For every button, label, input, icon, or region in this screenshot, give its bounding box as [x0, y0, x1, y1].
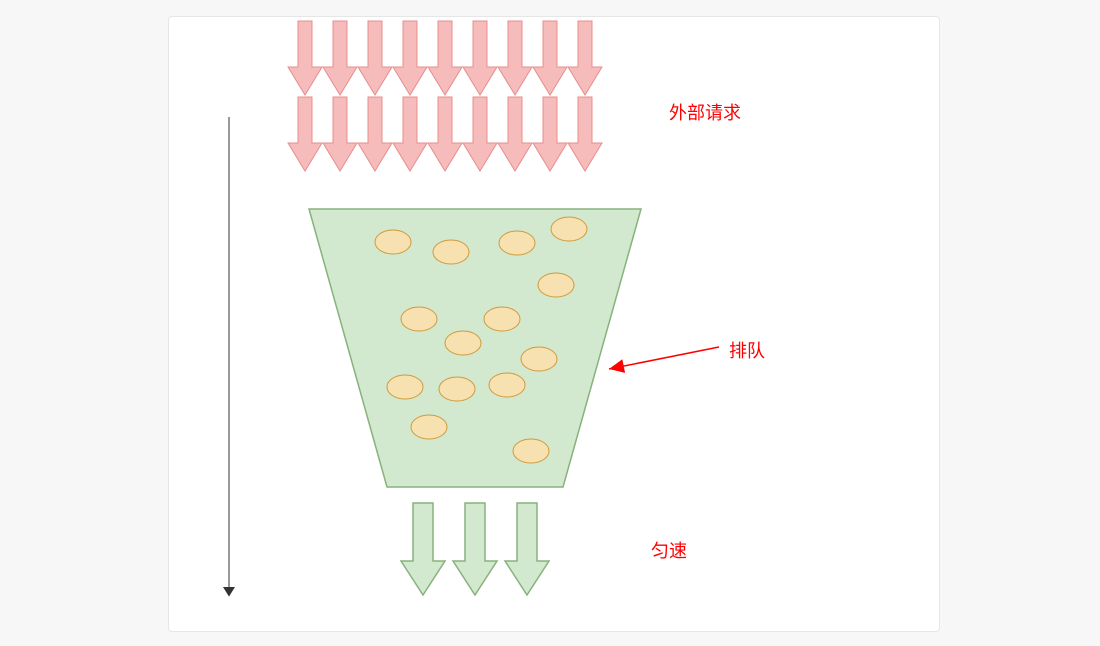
- diagram-card: 外部请求 排队 匀速: [168, 16, 940, 632]
- label-steady: 匀速: [651, 537, 687, 563]
- funnel-diagram-svg: [169, 17, 939, 631]
- label-queue: 排队: [729, 337, 765, 363]
- label-external-requests: 外部请求: [669, 99, 741, 125]
